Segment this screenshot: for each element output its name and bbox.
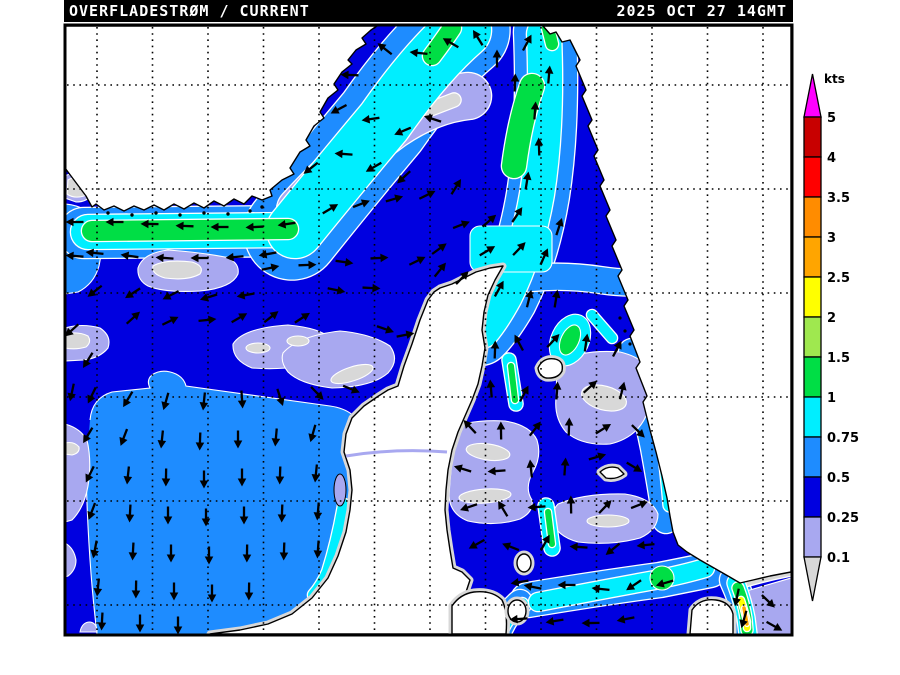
legend-label-5: 5	[827, 111, 836, 126]
land-zealand-nw	[452, 592, 507, 634]
legend-arrow-below-min	[804, 557, 821, 601]
current-map-page: 5 4 3.5 3 2.5 2 1.5 1 0.75 0.5 0.25 0.1 kts OVERFLAD…	[0, 0, 900, 675]
legend-unit-label: kts	[824, 72, 845, 86]
skerry-dot	[226, 212, 229, 215]
skerry-dot	[628, 342, 631, 345]
legend-band-2.5	[804, 277, 821, 317]
legend-band-0.5	[804, 477, 821, 517]
legend-label-1.5: 1.5	[827, 351, 850, 366]
legend-band-1.5	[804, 357, 821, 397]
legend-band-4	[804, 157, 821, 197]
skerry-dot	[623, 329, 626, 332]
legend-label-2.5: 2.5	[827, 271, 850, 286]
land-zealand-north	[690, 600, 733, 634]
legend-band-5	[804, 117, 821, 157]
legend-label-3: 3	[827, 231, 836, 246]
skerry-dot	[248, 209, 251, 212]
legend-label-2: 2	[827, 311, 836, 326]
sea-green-coastal-band	[92, 229, 288, 231]
sea-green-kattegat-1	[511, 366, 515, 400]
sea-gray-core-patch2a	[246, 343, 270, 353]
land-samso-island	[517, 554, 531, 572]
sea-gray-leftedge-2	[65, 443, 79, 456]
legend-band-0.75	[804, 437, 821, 477]
skerry-dot	[130, 213, 133, 216]
sea-gray-core-patch2b	[287, 336, 309, 346]
sea-gray-south-kattegat	[587, 515, 629, 527]
sea-cyan-square	[470, 226, 552, 272]
legend-band-0.25	[804, 517, 821, 557]
legend-label-1: 1	[827, 391, 836, 406]
map-timestamp: 2025 OCT 27 14GMT	[616, 2, 793, 20]
current-map-canvas: 5 4 3.5 3 2.5 2 1.5 1 0.75 0.5 0.25 0.1 kts	[0, 0, 900, 675]
legend-arrow-above-max	[804, 74, 821, 117]
legend-label-0.75: 0.75	[827, 431, 859, 446]
skerry-dot	[178, 213, 181, 216]
title-bar: OVERFLADESTRØM / CURRENT 2025 OCT 27 14G…	[64, 0, 793, 22]
legend-band-3.5	[804, 197, 821, 237]
skerry-dot	[154, 211, 157, 214]
skerry-dot	[202, 211, 205, 214]
skerry-dot	[618, 316, 621, 319]
legend-label-3.5: 3.5	[827, 191, 850, 206]
map-title: OVERFLADESTRØM / CURRENT	[64, 2, 310, 20]
legend-label-4: 4	[827, 151, 836, 166]
legend-label-0.25: 0.25	[827, 511, 859, 526]
legend-band-2	[804, 317, 821, 357]
sea-gray-core-patch1	[153, 261, 202, 279]
legend-band-3	[804, 237, 821, 277]
legend-color-scale: 5 4 3.5 3 2.5 2 1.5 1 0.75 0.5 0.25 0.1 kts	[804, 72, 859, 601]
legend-label-0.1: 0.1	[827, 551, 850, 566]
legend-label-0.5: 0.5	[827, 471, 850, 486]
skerry-dot	[106, 211, 109, 214]
legend-band-1	[804, 397, 821, 437]
